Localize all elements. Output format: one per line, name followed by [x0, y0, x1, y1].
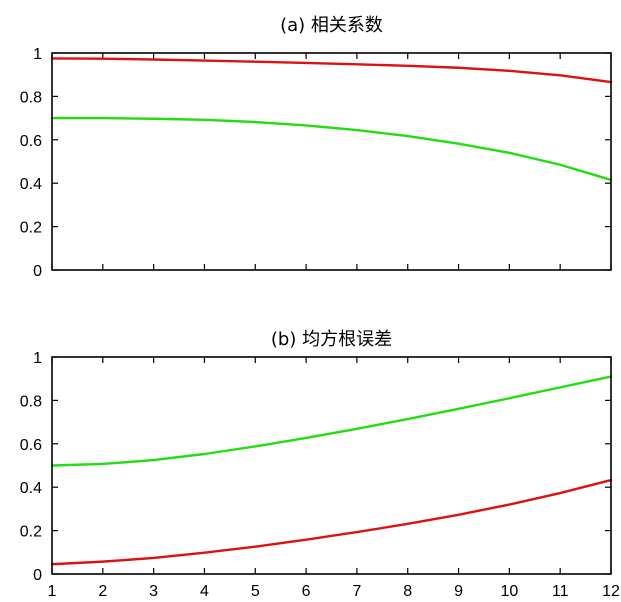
chart-0-series-1-line	[52, 118, 611, 180]
chart-0-series-0-line	[52, 58, 611, 82]
chart-0-ytick-label: 1	[33, 46, 42, 63]
chart-0-ytick-label: 0	[33, 263, 42, 280]
chart-0-ytick-label: 0.4	[20, 176, 42, 193]
chart-0-title: (a) 相关系数	[280, 15, 383, 36]
chart-1-xtick-label: 4	[200, 583, 209, 600]
chart-1-xtick-label: 12	[602, 583, 620, 600]
chart-1-xtick-label: 6	[302, 583, 311, 600]
chart-0-ytick-label: 0.6	[20, 133, 42, 150]
chart-1-series-1-line	[52, 480, 611, 564]
chart-1-xtick-label: 8	[403, 583, 412, 600]
chart-0-ytick-label: 0.8	[20, 89, 42, 106]
chart-1-xtick-label: 9	[454, 583, 463, 600]
chart-1-xtick-label: 10	[500, 583, 518, 600]
chart-0-ytick-label: 0.2	[20, 220, 42, 237]
chart-1-plot-frame	[52, 357, 611, 574]
chart-1-series-0-line	[52, 377, 611, 466]
chart-1-ytick-label: 0.4	[20, 480, 42, 497]
chart-1-ytick-label: 0	[33, 567, 42, 584]
chart-1-xtick-label: 1	[48, 583, 57, 600]
chart-1-xtick-label: 3	[149, 583, 158, 600]
chart-1-ytick-label: 0.6	[20, 437, 42, 454]
chart-1-xtick-label: 2	[98, 583, 107, 600]
chart-0-plot-frame	[52, 53, 611, 270]
chart-1-ytick-label: 1	[33, 350, 42, 367]
chart-1-xtick-label: 11	[552, 583, 569, 600]
chart-1-xtick-label: 7	[352, 583, 361, 600]
chart-1-ytick-label: 0.8	[20, 393, 42, 410]
chart-1-ytick-label: 0.2	[20, 524, 42, 541]
chart-1-title: (b) 均方根误差	[271, 329, 392, 350]
chart-1-xtick-label: 5	[251, 583, 260, 600]
